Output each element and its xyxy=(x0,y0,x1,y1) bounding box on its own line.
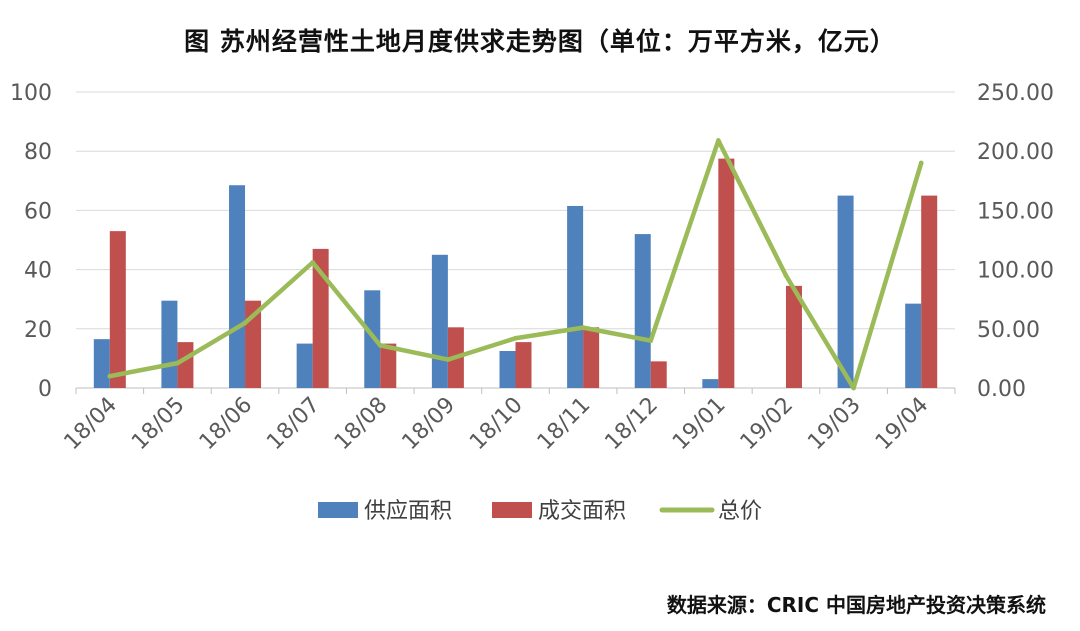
x-tick-label: 18/06 xyxy=(195,393,258,456)
legend-swatch xyxy=(492,502,532,518)
source-note: 数据来源：CRIC 中国房地产投资决策系统 xyxy=(666,593,1046,617)
line-point xyxy=(851,385,856,391)
bar-supply xyxy=(499,351,516,388)
bar-supply xyxy=(296,343,313,388)
bar-supply xyxy=(229,185,246,388)
line-point xyxy=(175,360,180,366)
y-right-tick-label: 0.00 xyxy=(977,377,1026,402)
bar-supply xyxy=(905,303,922,388)
bar-deal xyxy=(312,248,329,388)
legend-label: 总价 xyxy=(718,499,762,524)
chart-title: 图 苏州经营性土地月度供求走势图（单位：万平方米，亿元） xyxy=(184,27,896,56)
line-point xyxy=(310,260,316,265)
y-right-tick-label: 250.00 xyxy=(977,81,1054,106)
bar-deal xyxy=(380,343,397,388)
bar-deal xyxy=(109,231,126,388)
bar-supply xyxy=(161,300,178,388)
legend-label: 供应面积 xyxy=(364,499,452,524)
line-point xyxy=(513,335,518,341)
x-tick-label: 19/04 xyxy=(871,393,934,456)
bar-deal xyxy=(177,342,194,388)
line-point xyxy=(715,138,721,143)
x-tick-label: 18/12 xyxy=(600,393,663,456)
bar-deal xyxy=(515,342,532,388)
y-right-tick-label: 100.00 xyxy=(977,259,1054,284)
bar-deal xyxy=(650,361,667,388)
bar-deal xyxy=(921,195,938,388)
x-tick-label: 19/02 xyxy=(736,393,799,456)
y-left-tick-label: 80 xyxy=(24,140,52,165)
line-point xyxy=(580,325,586,331)
y-left-tick-label: 40 xyxy=(24,259,52,284)
legend-swatch xyxy=(318,502,358,518)
y-right-tick-label: 200.00 xyxy=(977,140,1054,165)
line-point xyxy=(783,273,789,278)
y-right-tick-label: 150.00 xyxy=(977,199,1054,224)
x-tick-label: 19/03 xyxy=(803,393,866,456)
line-point xyxy=(918,160,924,166)
bar-supply xyxy=(837,195,854,388)
bar-supply xyxy=(567,205,584,388)
line-point xyxy=(648,338,654,344)
bar-supply xyxy=(702,379,719,388)
bar-supply xyxy=(364,290,381,388)
line-point xyxy=(242,320,248,326)
bar-deal xyxy=(785,285,802,388)
x-tick-label: 18/09 xyxy=(398,393,461,456)
x-tick-label: 18/07 xyxy=(262,393,325,456)
x-tick-label: 18/11 xyxy=(533,393,596,456)
y-left-tick-label: 100 xyxy=(10,81,52,106)
bar-deal xyxy=(583,327,600,388)
x-tick-label: 18/10 xyxy=(465,393,528,456)
line-point xyxy=(377,342,383,348)
x-tick-label: 18/05 xyxy=(127,393,190,456)
x-tick-label: 19/01 xyxy=(668,393,731,456)
bar-deal xyxy=(245,300,262,388)
bar-supply xyxy=(93,339,110,388)
bar-deal xyxy=(718,158,735,388)
bar-supply xyxy=(634,234,651,388)
y-left-tick-label: 60 xyxy=(24,199,52,224)
y-left-tick-label: 0 xyxy=(38,377,52,402)
x-tick-label: 18/08 xyxy=(330,393,393,456)
bar-supply xyxy=(431,254,448,388)
y-left-tick-label: 20 xyxy=(24,318,52,343)
y-right-tick-label: 50.00 xyxy=(977,318,1040,343)
legend-label: 成交面积 xyxy=(538,499,626,524)
line-point xyxy=(107,373,113,379)
x-tick-label: 18/04 xyxy=(60,393,123,456)
line-point xyxy=(445,357,451,362)
